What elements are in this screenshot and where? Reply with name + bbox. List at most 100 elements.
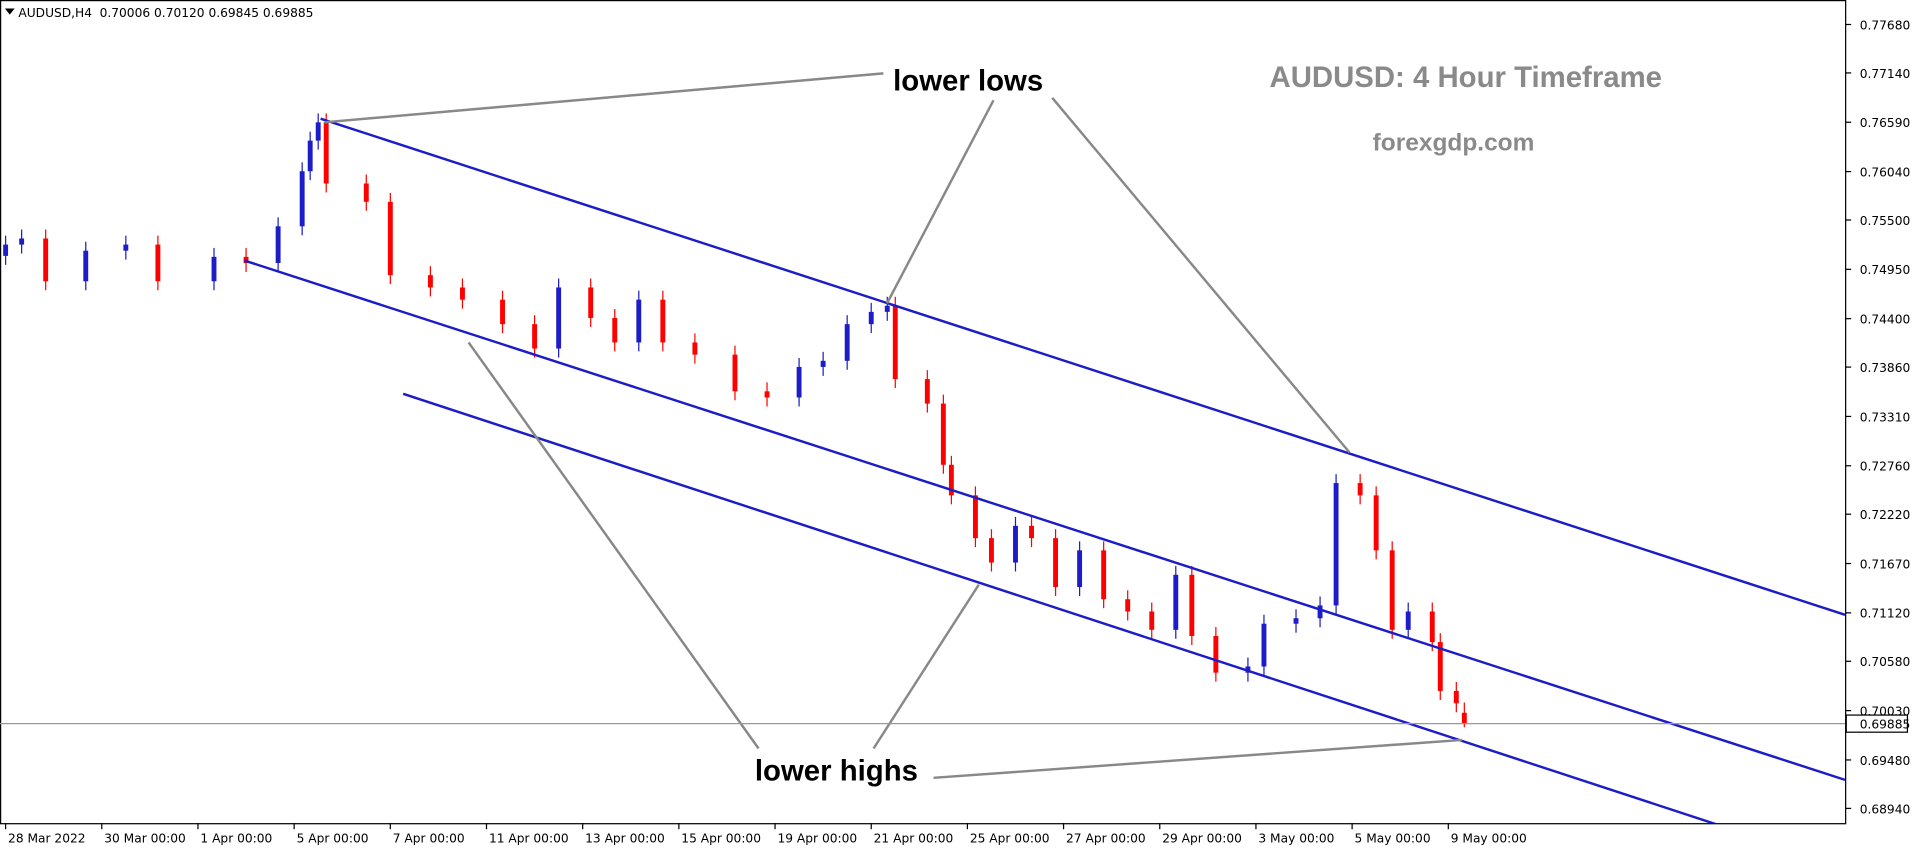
header: AUDUSD,H4 0.70006 0.70120 0.69845 0.6988… [18,6,313,20]
annotation: lower lows [893,65,1043,98]
candle-body [532,324,538,349]
plot-frame [0,0,1847,825]
x-tick-label: 30 Mar 00:00 [104,832,186,846]
y-tick-label: 0.71120 [1860,607,1911,621]
candle-body [1189,574,1195,636]
candle-body [892,305,898,380]
chart-subtitle: forexgdp.com [1373,129,1535,156]
candle-body [884,305,890,312]
y-tick-label: 0.74950 [1860,263,1911,277]
ohlc: 0.69845 [208,6,259,20]
candle-body [1389,550,1395,630]
candle-body [1261,623,1267,667]
x-tick-label: 9 May 00:00 [1451,832,1527,846]
candle-body [307,140,313,172]
candle-body [796,366,802,398]
x-tick-label: 25 Apr 00:00 [970,832,1050,846]
candle-body [556,287,562,349]
candle-body [820,360,826,367]
y-tick-label: 0.77140 [1860,67,1911,81]
pointer [1051,97,1351,454]
candle-body [323,122,329,184]
y-tick-label: 0.73860 [1860,361,1911,375]
candle-body [1029,525,1034,539]
pointer [933,738,1463,780]
candles [3,113,1846,824]
candle-body [1213,635,1219,673]
candle-body [588,287,594,318]
x-tick-label: 5 May 00:00 [1355,832,1431,846]
candle-body [500,299,505,325]
y-tick-label: 0.73310 [1860,410,1911,424]
candle-body [1437,642,1443,691]
candle-body [940,403,946,465]
pointer-lines [324,72,1463,780]
price-label-box [1845,714,1909,733]
candle-body [1077,550,1083,588]
x-tick-label: 29 Apr 00:00 [1162,832,1242,846]
pointer [467,341,760,750]
annotation: lower highs [755,754,918,787]
pointer [324,72,884,124]
candle-body [3,244,9,256]
pointer [872,583,980,750]
pointer [885,99,995,304]
candle-body [636,299,642,343]
candle-body [732,354,738,392]
candle-body [1013,525,1018,563]
y-tick-label: 0.77680 [1860,18,1911,32]
candle-body [363,183,369,202]
candle-body [123,244,129,251]
candle-body [275,226,281,263]
y-tick-label: 0.69480 [1860,754,1911,768]
candle-body [764,391,770,398]
candle-body [1333,483,1339,606]
candle-body [155,244,161,282]
candle-body [19,238,25,245]
candle-body [972,495,978,539]
candle-body [1293,618,1299,624]
candle-body [1461,712,1467,724]
candle-body [612,317,618,343]
chart-title: AUDUSD: 4 Hour Timeframe [1270,61,1662,94]
ohlc: 0.70120 [154,6,205,20]
symbol: AUDUSD,H4 [18,6,92,20]
x-tick-label: 7 Apr 00:00 [393,832,465,846]
candle-body [299,171,305,227]
candle-body [1373,495,1379,551]
candle-body [1101,550,1107,600]
y-tick-label: 0.70580 [1860,655,1911,669]
x-tick-label: 21 Apr 00:00 [874,832,954,846]
x-tick-label: 1 Apr 00:00 [200,832,272,846]
candle-body [211,256,217,282]
header-arrow [4,8,15,15]
x-tick-label: 28 Mar 2022 [8,832,85,846]
x-tick-label: 19 Apr 00:00 [777,832,857,846]
channel-line [402,392,1717,824]
candle-body [83,250,89,282]
candle-body [1405,611,1411,630]
y-tick-label: 0.75500 [1860,214,1911,228]
x-tick-label: 5 Apr 00:00 [297,832,369,846]
candle-body [387,201,393,276]
x-tick-label: 13 Apr 00:00 [585,832,665,846]
y-tick-label: 0.68940 [1860,802,1911,816]
x-tick-label: 27 Apr 00:00 [1066,832,1146,846]
candle-body [1453,690,1459,704]
candle-body [1317,605,1323,619]
y-tick-label: 0.72760 [1860,460,1911,474]
channel-line [320,117,1846,616]
candle-body [427,275,433,288]
y-tick-label: 0.76040 [1860,165,1911,179]
y-tick-label: 0.76590 [1860,116,1911,130]
candle-body [948,464,954,496]
x-tick-label: 15 Apr 00:00 [681,832,761,846]
ohlc: 0.70006 [100,6,151,20]
channel-line [244,259,1846,782]
candle-body [924,379,930,404]
candle-body [1173,574,1179,630]
y-tick-label: 0.71670 [1860,557,1911,571]
candle-body [315,122,321,141]
